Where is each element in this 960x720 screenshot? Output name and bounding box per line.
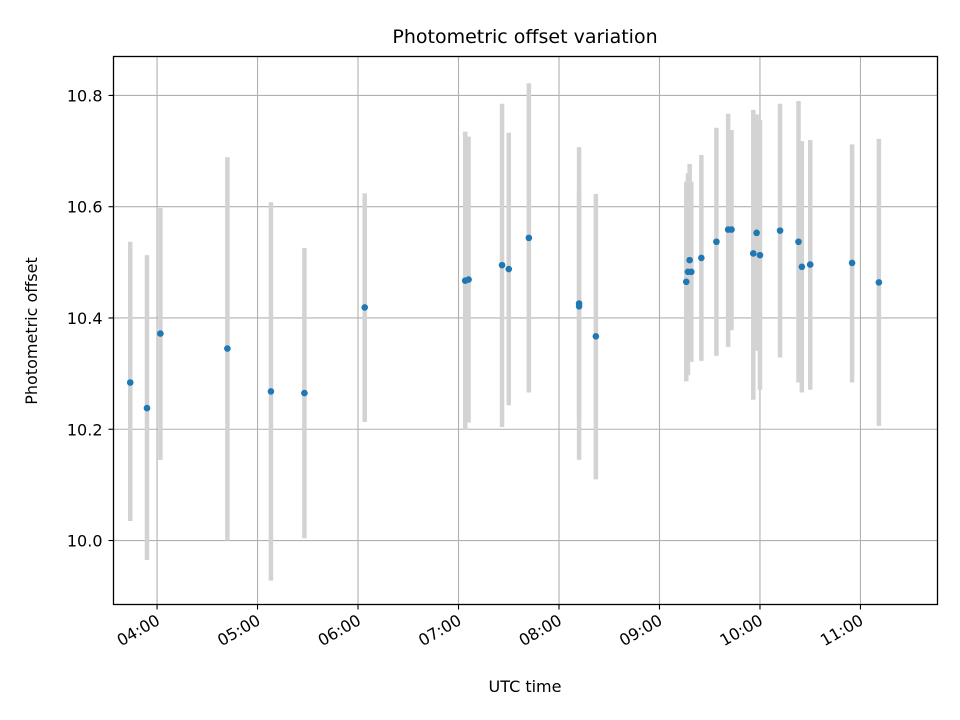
data-point [753, 229, 760, 237]
data-point [688, 268, 695, 276]
data-point [848, 259, 856, 267]
data-point [713, 238, 720, 246]
data-point [267, 388, 275, 395]
data-point [505, 265, 513, 273]
y-tick-label: 10.2 [67, 420, 103, 439]
data-point [157, 330, 164, 337]
y-axis-title: Photometric offset [22, 257, 41, 405]
data-point [301, 389, 308, 397]
y-tick-label: 10.0 [67, 532, 103, 551]
grid [113, 56, 938, 605]
data-point [795, 238, 802, 246]
data-point [361, 304, 369, 311]
data-point [776, 227, 784, 234]
data-point [143, 404, 151, 412]
data-point [592, 333, 600, 340]
x-axis-title: UTC time [489, 677, 562, 696]
data-point [682, 278, 690, 286]
y-tick-label: 10.4 [67, 309, 103, 328]
data-point [465, 276, 472, 283]
data-point [575, 302, 583, 310]
data-point [875, 279, 883, 286]
data-point [498, 261, 506, 269]
data-point [806, 261, 814, 268]
y-tick-label: 10.6 [67, 198, 103, 217]
plot-frame [112, 55, 939, 606]
data-point [756, 251, 764, 259]
data-point [224, 345, 231, 352]
data-point [749, 250, 757, 257]
data-point [798, 263, 806, 271]
chart-title: Photometric offset variation [392, 26, 657, 48]
data-point [686, 256, 693, 264]
data-points [126, 226, 883, 412]
y-tick-label: 10.8 [67, 86, 103, 105]
data-point [525, 234, 533, 242]
data-point [728, 226, 735, 233]
data-point [126, 379, 134, 386]
data-point [698, 254, 705, 262]
